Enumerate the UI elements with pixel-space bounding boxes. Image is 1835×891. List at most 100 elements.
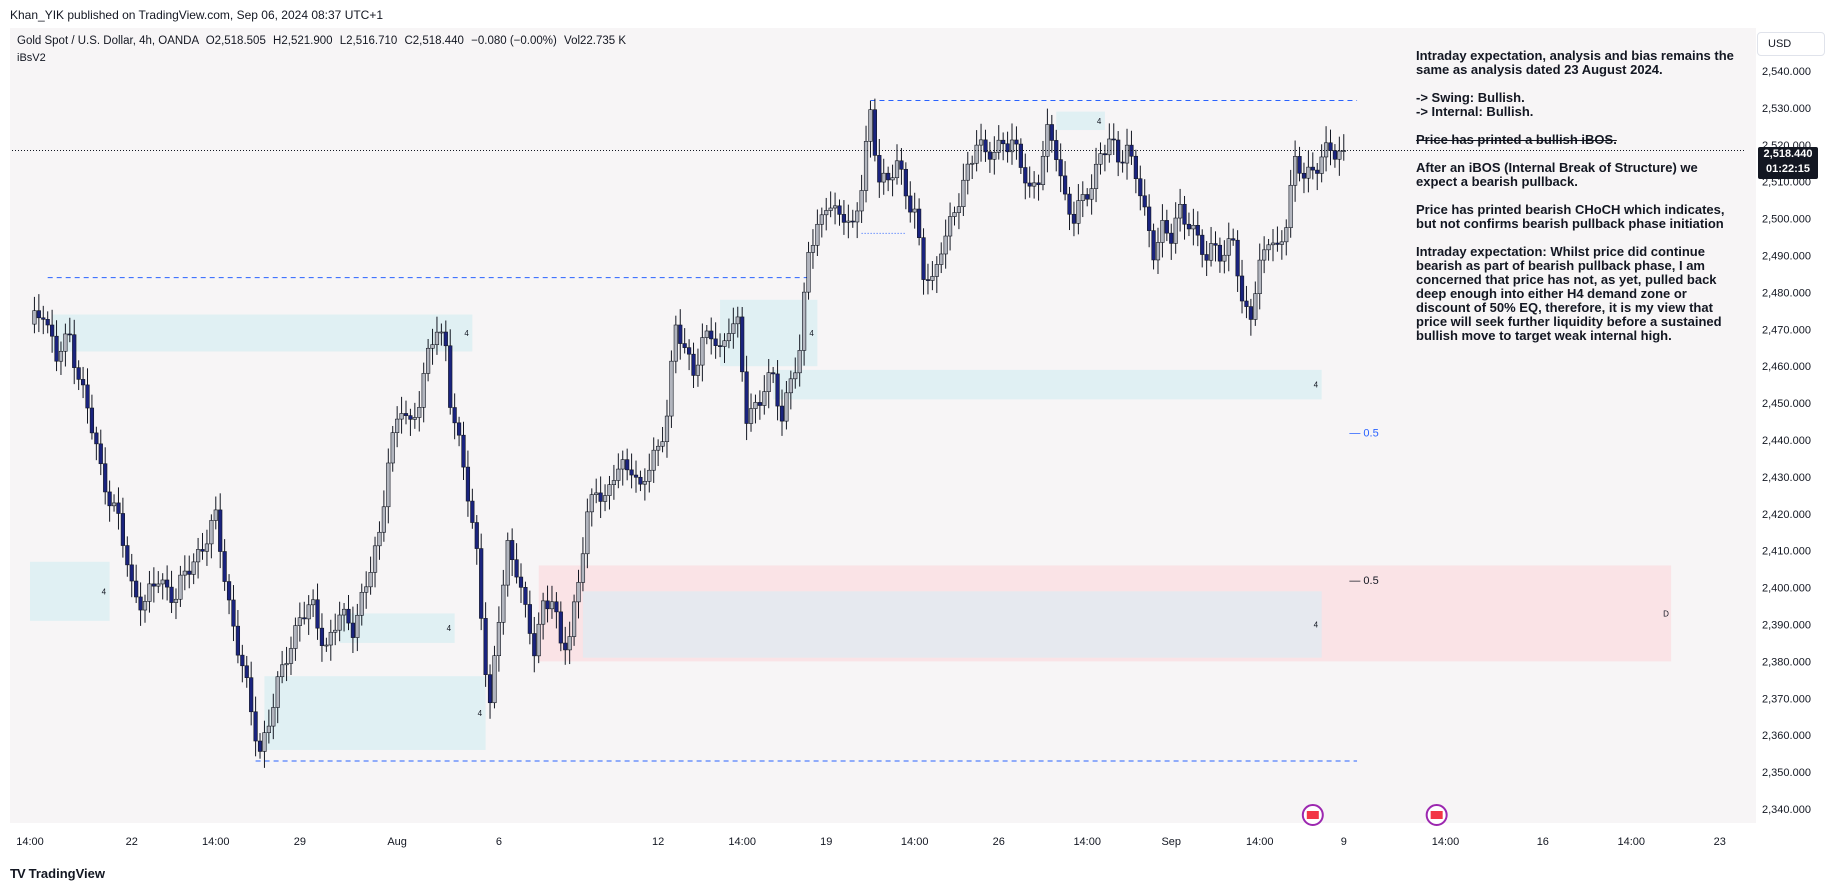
y-tick-label: 2,430.000 xyxy=(1762,472,1811,484)
candle-body xyxy=(625,459,630,471)
candle-body xyxy=(695,364,701,376)
candle-body xyxy=(549,601,555,610)
candle-body xyxy=(602,495,608,502)
candle-body xyxy=(1248,306,1253,320)
candle-body xyxy=(1085,194,1090,200)
candle-body xyxy=(978,139,984,146)
candle-body xyxy=(1235,239,1240,277)
candle-body xyxy=(333,629,338,633)
candle-body xyxy=(908,195,913,213)
candle-body xyxy=(249,677,254,713)
candle-body xyxy=(182,570,187,576)
bar-countdown: 01:22:15 xyxy=(1765,163,1811,175)
chart-legend: Gold Spot / U.S. Dollar, 4h, OANDA O2,51… xyxy=(17,35,626,47)
candle-body xyxy=(1253,293,1258,320)
candle-body xyxy=(890,177,895,181)
analysis-note[interactable]: Intraday expectation, analysis and bias … xyxy=(1416,49,1736,357)
candle-body xyxy=(735,316,740,325)
candle-body xyxy=(580,553,586,583)
candle-body xyxy=(678,324,683,344)
candle-body xyxy=(563,642,568,651)
x-tick-label: 14:00 xyxy=(728,836,756,848)
candle-body xyxy=(483,618,488,675)
candle-body xyxy=(1062,175,1068,195)
candle-body xyxy=(642,481,647,485)
candle-body xyxy=(1297,156,1302,174)
candle-body xyxy=(771,372,776,375)
candle-body xyxy=(85,384,90,409)
legend-change: −0.080 (−0.00%) xyxy=(471,35,557,47)
candle-body xyxy=(1071,213,1077,224)
publisher-text: Khan_YIK published on TradingView.com, S… xyxy=(10,8,384,22)
candle-body xyxy=(1049,124,1054,141)
candle-body xyxy=(399,413,404,420)
candle-body xyxy=(1160,220,1165,243)
x-tick-label: Sep xyxy=(1161,836,1181,848)
candle-body xyxy=(465,466,471,502)
candle-body xyxy=(195,549,201,563)
candle-body xyxy=(1217,244,1223,262)
candle-body xyxy=(1164,220,1169,234)
candle-body xyxy=(629,469,634,476)
candle-body xyxy=(1178,203,1183,219)
candle-body xyxy=(1001,139,1006,145)
candle-body xyxy=(1222,254,1227,262)
y-tick-label: 2,360.000 xyxy=(1762,730,1811,742)
candle-body xyxy=(1054,140,1059,160)
candle-body xyxy=(368,572,373,588)
candle-body xyxy=(850,220,855,223)
candle-body xyxy=(744,371,749,424)
x-tick-label: 9 xyxy=(1341,836,1347,848)
candle-body xyxy=(863,141,869,191)
candle-body xyxy=(63,333,68,352)
eq-label: — 0.5 xyxy=(1349,575,1378,587)
legend-symbol[interactable]: Gold Spot / U.S. Dollar, 4h, OANDA xyxy=(17,35,199,47)
note-paragraph: After an iBOS (Internal Break of Structu… xyxy=(1416,160,1698,189)
candle-body xyxy=(443,331,448,347)
candle-body xyxy=(638,476,643,485)
candle-body xyxy=(1111,138,1116,141)
candle-body xyxy=(94,432,99,445)
zone-label: 4 xyxy=(1097,117,1102,126)
candle-body xyxy=(240,654,245,667)
legend-close: C2,518.440 xyxy=(404,35,464,47)
candle-body xyxy=(253,711,258,742)
candle-body xyxy=(571,601,577,637)
candle-body xyxy=(492,655,497,704)
candle-body xyxy=(156,583,161,587)
candle-body xyxy=(598,492,603,502)
y-tick-label: 2,460.000 xyxy=(1762,361,1811,373)
tradingview-logo[interactable]: TV TradingView xyxy=(10,866,105,881)
zone-label: 4 xyxy=(1314,381,1319,390)
legend-high: H2,521.900 xyxy=(273,35,333,47)
candle-body xyxy=(673,324,678,362)
candle-body xyxy=(1204,254,1209,261)
x-tick-label: 6 xyxy=(496,836,502,848)
candle-body xyxy=(934,264,939,277)
candle-body xyxy=(545,600,550,610)
currency-button[interactable]: USD xyxy=(1757,32,1825,56)
x-tick-label: 14:00 xyxy=(202,836,230,848)
y-tick-label: 2,510.000 xyxy=(1762,177,1811,189)
candle-body xyxy=(762,391,767,406)
candle-body xyxy=(209,520,214,545)
candle-body xyxy=(1023,167,1028,184)
candle-body xyxy=(952,212,957,217)
indicator-label[interactable]: iBsV2 xyxy=(17,52,46,64)
candle-body xyxy=(448,345,453,408)
candle-body xyxy=(142,601,148,611)
candle-body xyxy=(1310,166,1315,171)
demand-zone xyxy=(264,676,486,750)
eq-label: — 0.5 xyxy=(1349,428,1378,440)
candle-body xyxy=(1027,182,1032,187)
candle-body xyxy=(412,417,417,420)
candle-body xyxy=(218,509,223,552)
candle-body xyxy=(1301,172,1307,179)
candle-body xyxy=(651,449,656,471)
candle-body xyxy=(496,622,501,657)
candle-body xyxy=(341,608,347,616)
candle-body xyxy=(1332,150,1338,160)
candle-body xyxy=(815,223,820,246)
candle-body xyxy=(903,168,908,197)
